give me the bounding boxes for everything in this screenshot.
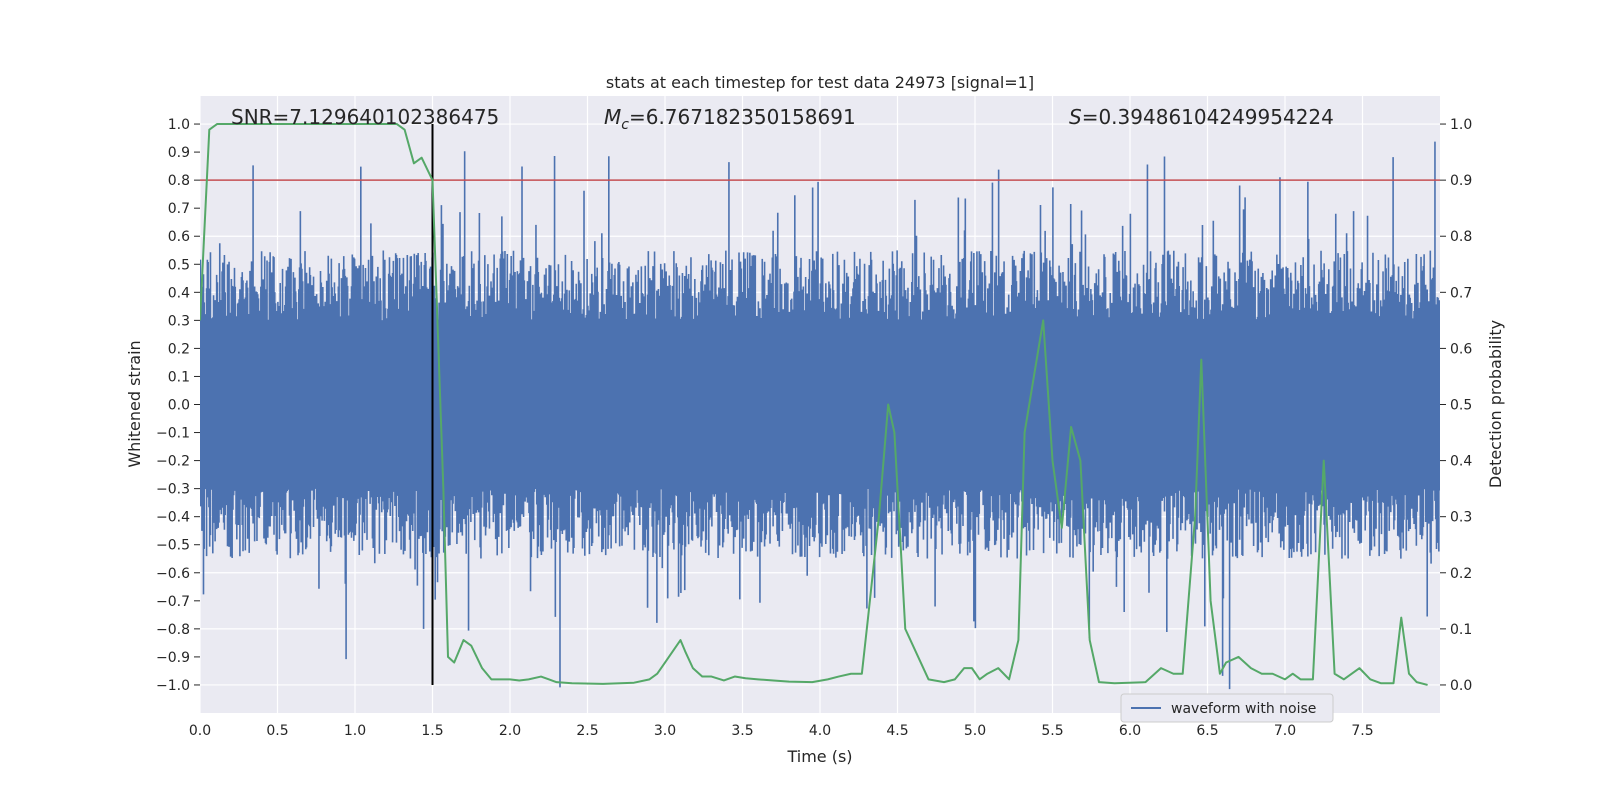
y-tick-label: 0.8	[168, 173, 190, 189]
y-tick-label: 1.0	[168, 117, 190, 133]
y-tick-label: 0.5	[168, 257, 190, 273]
y2-tick-label: 0.6	[1450, 341, 1472, 357]
x-tick-label: 4.0	[809, 723, 831, 739]
waveform-series	[200, 141, 1440, 690]
x-tick-label: 3.5	[731, 723, 753, 739]
s-symbol: S	[1069, 105, 1082, 129]
y2-axis-label: Detection probability	[1486, 320, 1505, 488]
chirp-mass-annotation: Mc=6.767182350158691	[604, 105, 856, 133]
y-tick-label: 0.7	[168, 201, 190, 217]
overlay-lines	[200, 124, 1440, 685]
s-value: =0.39486104249954224	[1082, 105, 1334, 129]
y2-tick-label: 0.4	[1450, 454, 1472, 470]
y-tick-label: −0.2	[156, 454, 190, 470]
waveform-core	[200, 320, 1440, 489]
snr-annotation: SNR=7.129640102386475	[231, 105, 499, 129]
x-tick-label: 4.5	[886, 723, 908, 739]
y-tick-label: 0.9	[168, 145, 190, 161]
x-tick-label: 7.0	[1274, 723, 1296, 739]
chart-title: stats at each timestep for test data 249…	[606, 73, 1034, 92]
x-tick-label: 1.5	[421, 723, 443, 739]
y2-tick-label: 0.8	[1450, 229, 1472, 245]
y-tick-label: 0.6	[168, 229, 190, 245]
y2-tick-label: 1.0	[1450, 117, 1472, 133]
x-tick-label: 0.0	[189, 723, 211, 739]
y-tick-label: −0.8	[156, 622, 190, 638]
y-axis-label: Whitened strain	[125, 340, 144, 467]
y-tick-label: −0.3	[156, 482, 190, 498]
y2-tick-label: 0.2	[1450, 566, 1472, 582]
chirp-mass-value: =6.767182350158691	[629, 105, 856, 129]
y-tick-label: −0.6	[156, 566, 190, 582]
y-tick-label: −0.1	[156, 426, 190, 442]
y-tick-label: −0.5	[156, 538, 190, 554]
y2-tick-label: 0.5	[1450, 398, 1472, 414]
y-tick-label: 0.2	[168, 341, 190, 357]
x-tick-label: 5.0	[964, 723, 986, 739]
legend-label: waveform with noise	[1171, 701, 1316, 717]
chirp-mass-subscript: c	[621, 117, 629, 133]
y-tick-label: 0.3	[168, 313, 190, 329]
tick-labels: 0.0 0.5 1.0 1.5 2.0 2.5 3.0 3.5 4.0 4.5 5.0 5.5 6.0 6…	[156, 117, 1472, 739]
y-tick-label: −0.7	[156, 594, 190, 610]
legend-box	[1120, 693, 1334, 723]
x-tick-label: 3.0	[654, 723, 676, 739]
x-tick-label: 7.5	[1351, 723, 1373, 739]
y2-tick-label: 0.9	[1450, 173, 1472, 189]
y-tick-label: 0.1	[168, 369, 190, 385]
x-tick-label: 6.5	[1196, 723, 1218, 739]
y-tick-label: −0.9	[156, 650, 190, 666]
y2-tick-label: 0.7	[1450, 285, 1472, 301]
x-tick-label: 1.0	[344, 723, 366, 739]
y2-tick-label: 0.1	[1450, 622, 1472, 638]
y-tick-label: −0.4	[156, 510, 190, 526]
x-tick-label: 0.5	[266, 723, 288, 739]
y2-tick-label: 0.3	[1450, 510, 1472, 526]
y2-tick-label: 0.0	[1450, 678, 1472, 694]
x-tick-label: 2.0	[499, 723, 521, 739]
detection-probability-line	[200, 123, 1428, 686]
y-tick-label: 0.0	[168, 398, 190, 414]
x-tick-label: 6.0	[1119, 723, 1141, 739]
chirp-mass-symbol: M	[604, 105, 621, 129]
x-tick-label: 5.5	[1041, 723, 1063, 739]
x-tick-label: 2.5	[576, 723, 598, 739]
legend: waveform with noise	[1120, 693, 1334, 723]
y-tick-label: −1.0	[156, 678, 190, 694]
x-axis-label: Time (s)	[786, 747, 852, 766]
s-annotation: S=0.39486104249954224	[1069, 105, 1334, 129]
y-tick-label: 0.4	[168, 285, 190, 301]
detection-probability-series	[200, 123, 1428, 686]
